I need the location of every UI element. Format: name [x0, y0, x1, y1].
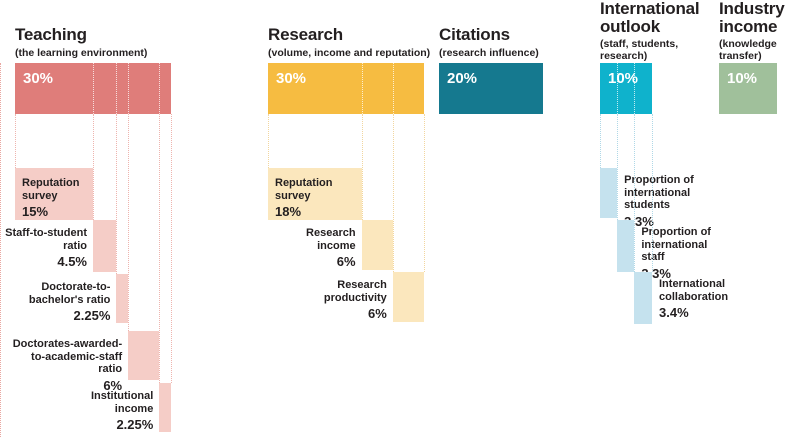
- research-header: Research (volume, income and reputation): [268, 26, 503, 59]
- weight-guide-line: [424, 114, 425, 272]
- citations-weight-bar: 20%: [439, 63, 543, 114]
- teaching-sub-labelbox: Institutional income 2.25%: [0, 390, 153, 432]
- indicator-name: Proportion of international students: [624, 174, 694, 212]
- research-sub-block: [268, 168, 362, 220]
- indicator-value: 4.5%: [57, 254, 87, 270]
- teaching-sub-labelbox: Staff-to-student ratio 4.5%: [0, 227, 87, 269]
- weight-guide-line: [361, 114, 363, 220]
- international-outlook-sub-block: [600, 168, 618, 218]
- indicator-value: 2.25%: [73, 308, 111, 324]
- indicator-name: Doctorates-awarded- to-academic-staff ra…: [12, 338, 123, 376]
- bar-divider-line: [93, 63, 94, 114]
- industry-income-weight-bar: 10%: [719, 63, 777, 114]
- weight-guide-line: [600, 114, 601, 168]
- indicator-value: 6%: [368, 306, 387, 322]
- indicator-name: Institutional income: [90, 390, 154, 415]
- citations-weight-label: 20%: [447, 70, 478, 87]
- weight-guide-line: [116, 114, 118, 274]
- industry-income-subtitle: (knowledge transfer): [719, 38, 777, 63]
- citations-subtitle: (research influence): [439, 46, 539, 59]
- teaching-weight-label: 30%: [23, 70, 54, 87]
- international-outlook-title: International outlook: [600, 0, 700, 36]
- weight-guide-line: [652, 114, 653, 272]
- teaching-sub-block: [15, 168, 93, 220]
- indicator-name: Reputation survey: [22, 177, 80, 202]
- weight-guide-line: [392, 114, 394, 272]
- indicator-value: 6%: [103, 377, 123, 393]
- research-sub-block: [361, 220, 393, 270]
- citations-header: Citations (research influence): [439, 26, 589, 59]
- teaching-sub-block: [116, 274, 129, 323]
- teaching-sub-labelbox: Doctorate-to- bachelor's ratio 2.25%: [0, 281, 110, 323]
- indicator-value: 15%: [22, 204, 49, 220]
- bar-divider-line: [116, 63, 118, 114]
- weight-guide-line: [634, 114, 636, 272]
- research-sub-labelbox: Reputation survey 18%: [275, 177, 359, 219]
- bar-divider-line: [617, 63, 619, 114]
- weight-guide-line: [159, 114, 161, 383]
- indicator-name: Reputation survey: [275, 177, 333, 202]
- international-outlook-sub-labelbox: Proportion of international staff 3.3%: [641, 226, 761, 281]
- indicator-name: Proportion of international staff: [641, 226, 711, 264]
- teaching-sub-block: [128, 331, 160, 380]
- industry-income-title: Industry income: [719, 0, 785, 36]
- teaching-sub-block: [93, 220, 117, 272]
- teaching-header: Teaching (the learning environment): [15, 26, 245, 59]
- industry-income-weight-label: 10%: [727, 70, 758, 87]
- indicator-value: 2.25%: [116, 417, 154, 433]
- research-subtitle: (volume, income and reputation): [268, 46, 431, 59]
- international-outlook-sub-block: [634, 272, 652, 324]
- indicator-name: Staff-to-student ratio: [5, 227, 87, 252]
- weight-guide-line: [15, 114, 16, 168]
- international-outlook-sub-labelbox: Proportion of international students 3.3%: [624, 174, 744, 229]
- bar-divider-line: [634, 63, 636, 114]
- international-outlook-header: International outlook (staff, students, r…: [600, 0, 725, 62]
- weight-guide-line: [128, 114, 130, 331]
- teaching-sub-labelbox: Reputation survey 15%: [22, 177, 90, 219]
- indicator-name: Research productivity: [323, 279, 387, 304]
- weight-guide-line: [93, 114, 94, 220]
- citations-title: Citations: [439, 25, 510, 44]
- indicator-value: 6%: [336, 254, 356, 270]
- research-sub-block: [392, 272, 424, 322]
- international-outlook-weight-bar: 10%: [600, 63, 652, 114]
- bar-divider-line: [392, 63, 394, 114]
- indicator-name: Research income: [306, 227, 356, 252]
- bar-divider-line: [159, 63, 161, 114]
- research-sub-labelbox: Research productivity 6%: [232, 279, 387, 321]
- industry-income-header: Industry income (knowledge transfer): [719, 0, 785, 62]
- research-title: Research: [268, 25, 343, 44]
- weight-guide-line: [617, 114, 619, 220]
- indicator-value: 18%: [275, 204, 302, 220]
- indicator-name: International collaboration: [659, 278, 729, 303]
- teaching-sub-block: [159, 383, 171, 432]
- bar-divider-line: [361, 63, 363, 114]
- weight-guide-line: [171, 114, 172, 383]
- indicator-name: Doctorate-to- bachelor's ratio: [28, 281, 111, 306]
- international-outlook-sub-block: [617, 220, 635, 272]
- research-weight-label: 30%: [276, 70, 307, 87]
- teaching-title: Teaching: [15, 25, 87, 44]
- crop-edge-guide-line: [0, 63, 1, 437]
- indicator-value: 3.4%: [659, 305, 689, 321]
- international-outlook-subtitle: (staff, students, research): [600, 38, 679, 63]
- international-outlook-sub-labelbox: International collaboration 3.4%: [659, 278, 779, 320]
- weight-guide-line: [268, 114, 269, 168]
- international-outlook-weight-label: 10%: [608, 70, 639, 87]
- teaching-subtitle: (the learning environment): [15, 46, 148, 59]
- teaching-sub-labelbox: Doctorates-awarded- to-academic-staff ra…: [0, 338, 122, 393]
- bar-divider-line: [128, 63, 130, 114]
- research-weight-bar: 30%: [268, 63, 424, 114]
- research-sub-labelbox: Research income 6%: [201, 227, 356, 269]
